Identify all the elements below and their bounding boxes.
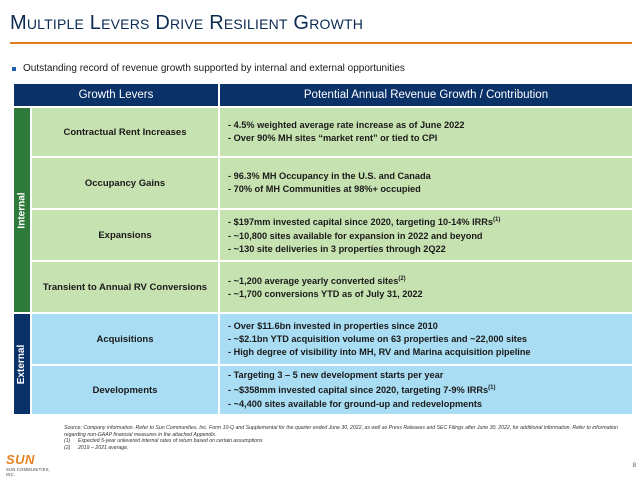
list-item: - ~4,400 sites available for ground-up a… [228,398,483,409]
footnotes: Source: Company information. Refer to Su… [64,425,624,451]
list-item: - 96.3% MH Occupancy in the U.S. and Can… [228,171,431,181]
footnote-ref: (2) [398,275,406,282]
title-underline [10,42,632,44]
footnote: (1) Expected 5-year unlevered internal r… [64,438,624,445]
footnote-number: (1) [64,438,71,445]
intro-bullet-text: Outstanding record of revenue growth sup… [23,63,405,74]
footnote-text: Expected 5-year unlevered internal rates… [78,438,263,445]
contribution-list: - $197mm invested capital since 2020, ta… [220,210,632,260]
table-row: Transient to Annual RV Conversions - ~1,… [32,262,632,312]
lever-label: Expansions [32,210,220,260]
contribution-list: - 96.3% MH Occupancy in the U.S. and Can… [220,158,632,208]
table-row: Occupancy Gains - 96.3% MH Occupancy in … [32,158,632,208]
list-item: - $197mm invested capital since 2020, ta… [228,217,501,228]
intro-bullet: Outstanding record of revenue growth sup… [10,63,405,74]
footnote-text: 2019 – 2021 average. [78,444,129,451]
contribution-list: - ~1,200 average yearly converted sites(… [220,262,632,312]
lever-label: Transient to Annual RV Conversions [32,262,220,312]
footnote-ref: (1) [488,385,496,392]
list-item: - Over 90% MH sites “market rent” or tie… [228,133,438,143]
list-item: - ~1,700 conversions YTD as of July 31, … [228,289,423,300]
list-item: - 4.5% weighted average rate increase as… [228,120,465,130]
company-logo: SUN SUN COMMUNITIES, INC. [6,452,60,477]
page-number: 8 [632,463,636,469]
header-contribution: Potential Annual Revenue Growth / Contri… [220,84,632,106]
contribution-list: - Targeting 3 – 5 new development starts… [220,366,632,414]
footnote-number: (2) [64,444,71,451]
table-header: Growth Levers Potential Annual Revenue G… [14,84,632,106]
contribution-list: - 4.5% weighted average rate increase as… [220,108,632,156]
list-item: - ~$358mm invested capital since 2020, t… [228,385,496,396]
logo-wordmark: SUN [6,452,35,467]
footnote-ref: (1) [493,217,501,224]
list-item: - 70% of MH Communities at 98%+ occupied [228,184,421,194]
header-growth-levers: Growth Levers [14,84,220,106]
table-row: Developments - Targeting 3 – 5 new devel… [32,366,632,414]
list-item: - ~130 site deliveries in 3 properties t… [228,243,446,254]
table-row: Contractual Rent Increases - 4.5% weight… [32,108,632,156]
list-item: - High degree of visibility into MH, RV … [228,346,531,357]
footnote: (2) 2019 – 2021 average. [64,445,624,452]
group-label-internal: Internal [14,108,30,312]
list-item: - ~10,800 sites available for expansion … [228,230,483,241]
growth-levers-table: Growth Levers Potential Annual Revenue G… [14,84,632,414]
list-item: - Targeting 3 – 5 new development starts… [228,370,444,381]
lever-label: Acquisitions [32,314,220,364]
list-item: - ~1,200 average yearly converted sites(… [228,275,406,287]
bullet-square-icon [12,66,16,71]
source-note: Source: Company information. Refer to Su… [64,425,618,438]
group-label-external: External [14,314,30,414]
list-item: - Over $11.6bn invested in properties si… [228,320,438,331]
list-item: - ~$2.1bn YTD acquisition volume on 63 p… [228,333,528,344]
table-row: Expansions - $197mm invested capital sin… [32,210,632,260]
lever-label: Developments [32,366,220,414]
logo-subtitle: SUN COMMUNITIES, INC. [6,467,51,477]
lever-label: Occupancy Gains [32,158,220,208]
table-row: Acquisitions - Over $11.6bn invested in … [32,314,632,364]
lever-label: Contractual Rent Increases [32,108,220,156]
page-title: Multiple Levers Drive Resilient Growth [10,12,364,34]
contribution-list: - Over $11.6bn invested in properties si… [220,314,632,364]
